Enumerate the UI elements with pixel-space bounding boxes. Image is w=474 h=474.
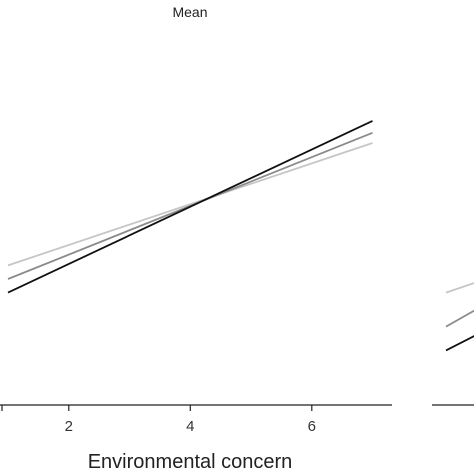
panel-2-series-line-2 <box>445 309 474 328</box>
panel-title-mean: Mean <box>172 4 207 20</box>
panel-2-series-line-1 <box>445 282 474 294</box>
x-tick-label-1: 2 <box>65 418 73 435</box>
x-tick-label-3: 6 <box>308 418 316 435</box>
series-line-1 <box>7 142 373 267</box>
panel-2-series-line-3 <box>445 335 474 352</box>
x-axis-ticks: 2 4 6 <box>1 405 316 435</box>
panel-1-lines <box>7 120 373 294</box>
panel-2-lines <box>445 282 474 352</box>
x-axis-title: Environmental concern <box>88 451 293 473</box>
series-line-3 <box>7 120 373 294</box>
x-tick-label-2: 4 <box>186 418 194 435</box>
